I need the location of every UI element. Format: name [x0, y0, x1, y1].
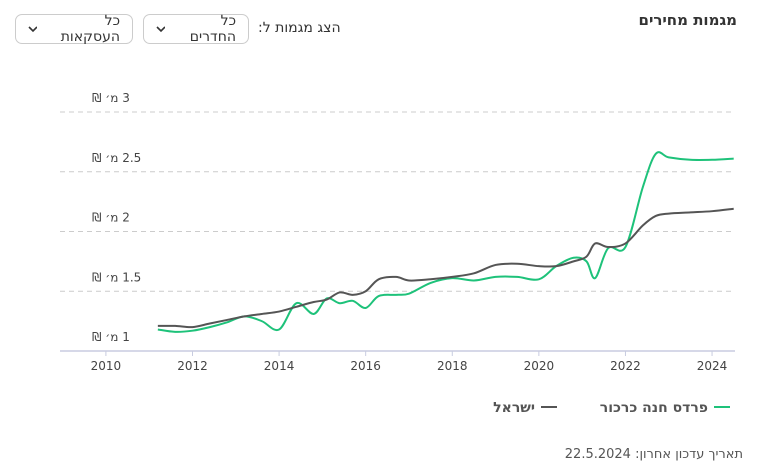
x-tick-label: 2020	[524, 359, 555, 373]
x-tick-label: 2018	[437, 359, 468, 373]
controls-label: הצג מגמות ל:	[258, 20, 341, 36]
page-title: מגמות מחירים	[638, 11, 738, 29]
x-tick-label: 2022	[610, 359, 641, 373]
series-line	[157, 207, 734, 329]
rooms-dropdown[interactable]: כל החדרים	[143, 13, 249, 45]
y-tick-label: 2 מ׳ ₪	[92, 211, 130, 225]
x-tick-label: 2010	[91, 359, 122, 373]
x-tick-label: 2014	[264, 359, 295, 373]
x-tick-label: 2024	[697, 359, 728, 373]
dropdown-text: כל העסקאות	[60, 13, 120, 45]
x-tick-label: 2016	[350, 359, 381, 373]
x-tick-label: 2012	[177, 359, 208, 373]
update-date: תאריך עדכון אחרון: 22.5.2024	[564, 447, 743, 462]
y-tick-label: 3 מ׳ ₪	[92, 91, 130, 105]
deals-dropdown[interactable]: כל העסקאות	[15, 13, 133, 45]
dropdown-text: כל החדרים	[189, 13, 236, 45]
y-tick-label: 1.5 מ׳ ₪	[92, 270, 141, 284]
legend-label: ישראל	[493, 400, 535, 416]
y-tick-label: 2.5 מ׳ ₪	[92, 151, 141, 165]
chevron	[156, 25, 166, 32]
series-line	[157, 151, 734, 333]
y-tick-label: 1 מ׳ ₪	[92, 330, 130, 344]
chevron	[28, 25, 38, 32]
chart: 1 מ׳ ₪ 1.5 מ׳ ₪ 2 מ׳ ₪ 2.5 מ׳ ₪ 3 מ׳ ₪ 2010 20…	[60, 91, 735, 416]
legend-label: פרדס חנה כרכור	[600, 400, 708, 416]
